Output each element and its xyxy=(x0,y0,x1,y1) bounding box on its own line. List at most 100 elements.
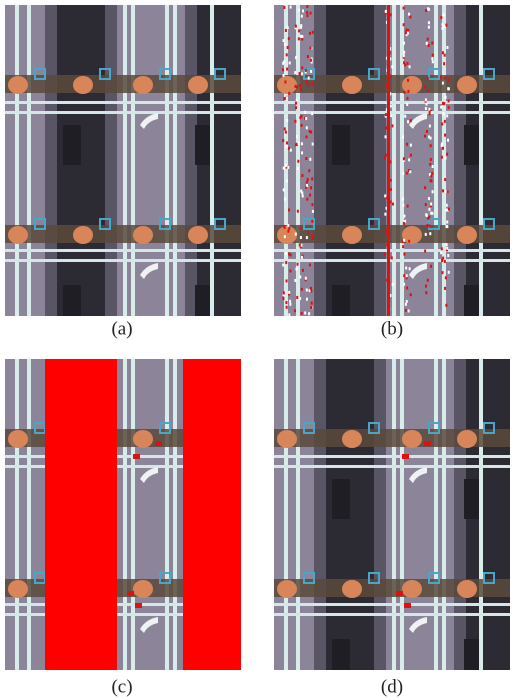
speckle xyxy=(301,312,303,315)
speckle xyxy=(309,158,311,161)
speckle xyxy=(294,309,296,312)
speckle xyxy=(402,135,404,138)
speckle xyxy=(296,296,298,299)
speckle xyxy=(300,236,302,239)
speckle xyxy=(301,142,303,145)
speckle xyxy=(426,224,428,227)
speckle xyxy=(446,153,448,156)
speckle xyxy=(447,190,449,193)
speckle xyxy=(287,166,289,169)
line-v xyxy=(123,5,127,316)
speckle xyxy=(431,57,433,60)
speckle xyxy=(391,256,393,259)
speckle xyxy=(285,301,287,304)
speckle xyxy=(405,303,407,306)
line-v xyxy=(165,5,169,316)
speckle xyxy=(403,54,405,57)
speckle xyxy=(285,131,287,134)
speckle xyxy=(310,70,312,73)
speckle xyxy=(287,224,289,227)
speckle xyxy=(403,274,405,277)
line-v xyxy=(296,359,300,670)
panel-image xyxy=(274,359,510,679)
blob xyxy=(402,430,422,448)
speckle xyxy=(407,29,409,32)
speckle xyxy=(306,236,308,239)
speckle xyxy=(384,253,386,256)
speckle xyxy=(309,32,311,35)
speckle xyxy=(300,88,302,91)
caption: (b) xyxy=(381,318,403,339)
speckle xyxy=(283,6,285,9)
speckle xyxy=(306,298,308,301)
blob xyxy=(133,226,153,244)
line-v xyxy=(392,359,396,670)
speckle xyxy=(408,158,410,161)
speckle xyxy=(301,66,303,69)
speckle xyxy=(295,233,297,236)
speckle xyxy=(403,23,405,26)
speckle xyxy=(429,163,431,166)
speckle xyxy=(442,112,444,115)
speckle xyxy=(424,135,426,138)
speckle xyxy=(446,114,448,117)
speckle xyxy=(285,261,287,264)
speckle xyxy=(403,283,405,286)
blob xyxy=(277,430,297,448)
speckle xyxy=(284,43,286,46)
line-h xyxy=(5,249,241,252)
speckle xyxy=(310,289,312,292)
speckle xyxy=(448,87,450,90)
speckle xyxy=(308,83,310,86)
speckle xyxy=(442,189,444,192)
speckle xyxy=(408,309,410,312)
speckle xyxy=(426,42,428,45)
blob xyxy=(342,226,362,244)
speckle xyxy=(384,213,386,216)
pad xyxy=(63,285,81,325)
speckle xyxy=(441,271,443,274)
speckle xyxy=(299,297,301,300)
speckle xyxy=(297,263,299,266)
speckle xyxy=(427,38,429,41)
light-band xyxy=(5,5,45,316)
speckle xyxy=(444,260,446,263)
speckle xyxy=(445,304,447,307)
speckle xyxy=(448,271,450,274)
speckle xyxy=(287,26,289,29)
speckle xyxy=(311,220,313,223)
speckle xyxy=(405,309,407,312)
speckle xyxy=(443,62,445,65)
blob xyxy=(342,580,362,598)
speckle xyxy=(283,291,285,294)
speckle xyxy=(440,76,442,79)
speckle xyxy=(404,115,406,118)
speckle xyxy=(288,253,290,256)
speckle xyxy=(441,143,443,146)
speckle xyxy=(391,65,393,68)
speckle xyxy=(429,111,431,114)
speckle xyxy=(407,90,409,93)
line-h xyxy=(5,259,241,262)
speckle xyxy=(440,16,442,19)
speckle xyxy=(302,194,304,197)
speckle xyxy=(427,89,429,92)
speckle xyxy=(286,145,288,148)
caption: (d) xyxy=(381,676,403,697)
speckle xyxy=(409,170,411,173)
speckle xyxy=(409,15,411,18)
pad xyxy=(332,125,350,165)
speckle xyxy=(445,276,447,279)
speckle xyxy=(299,275,301,278)
speckle xyxy=(301,151,303,154)
speckle xyxy=(310,131,312,134)
speckle xyxy=(442,257,444,260)
blob xyxy=(402,580,422,598)
speckle xyxy=(295,102,297,105)
speckle xyxy=(282,297,284,300)
speckle xyxy=(309,263,311,266)
speckle xyxy=(297,160,299,163)
speckle xyxy=(385,84,387,87)
speckle xyxy=(285,29,287,32)
speckle xyxy=(284,235,286,238)
